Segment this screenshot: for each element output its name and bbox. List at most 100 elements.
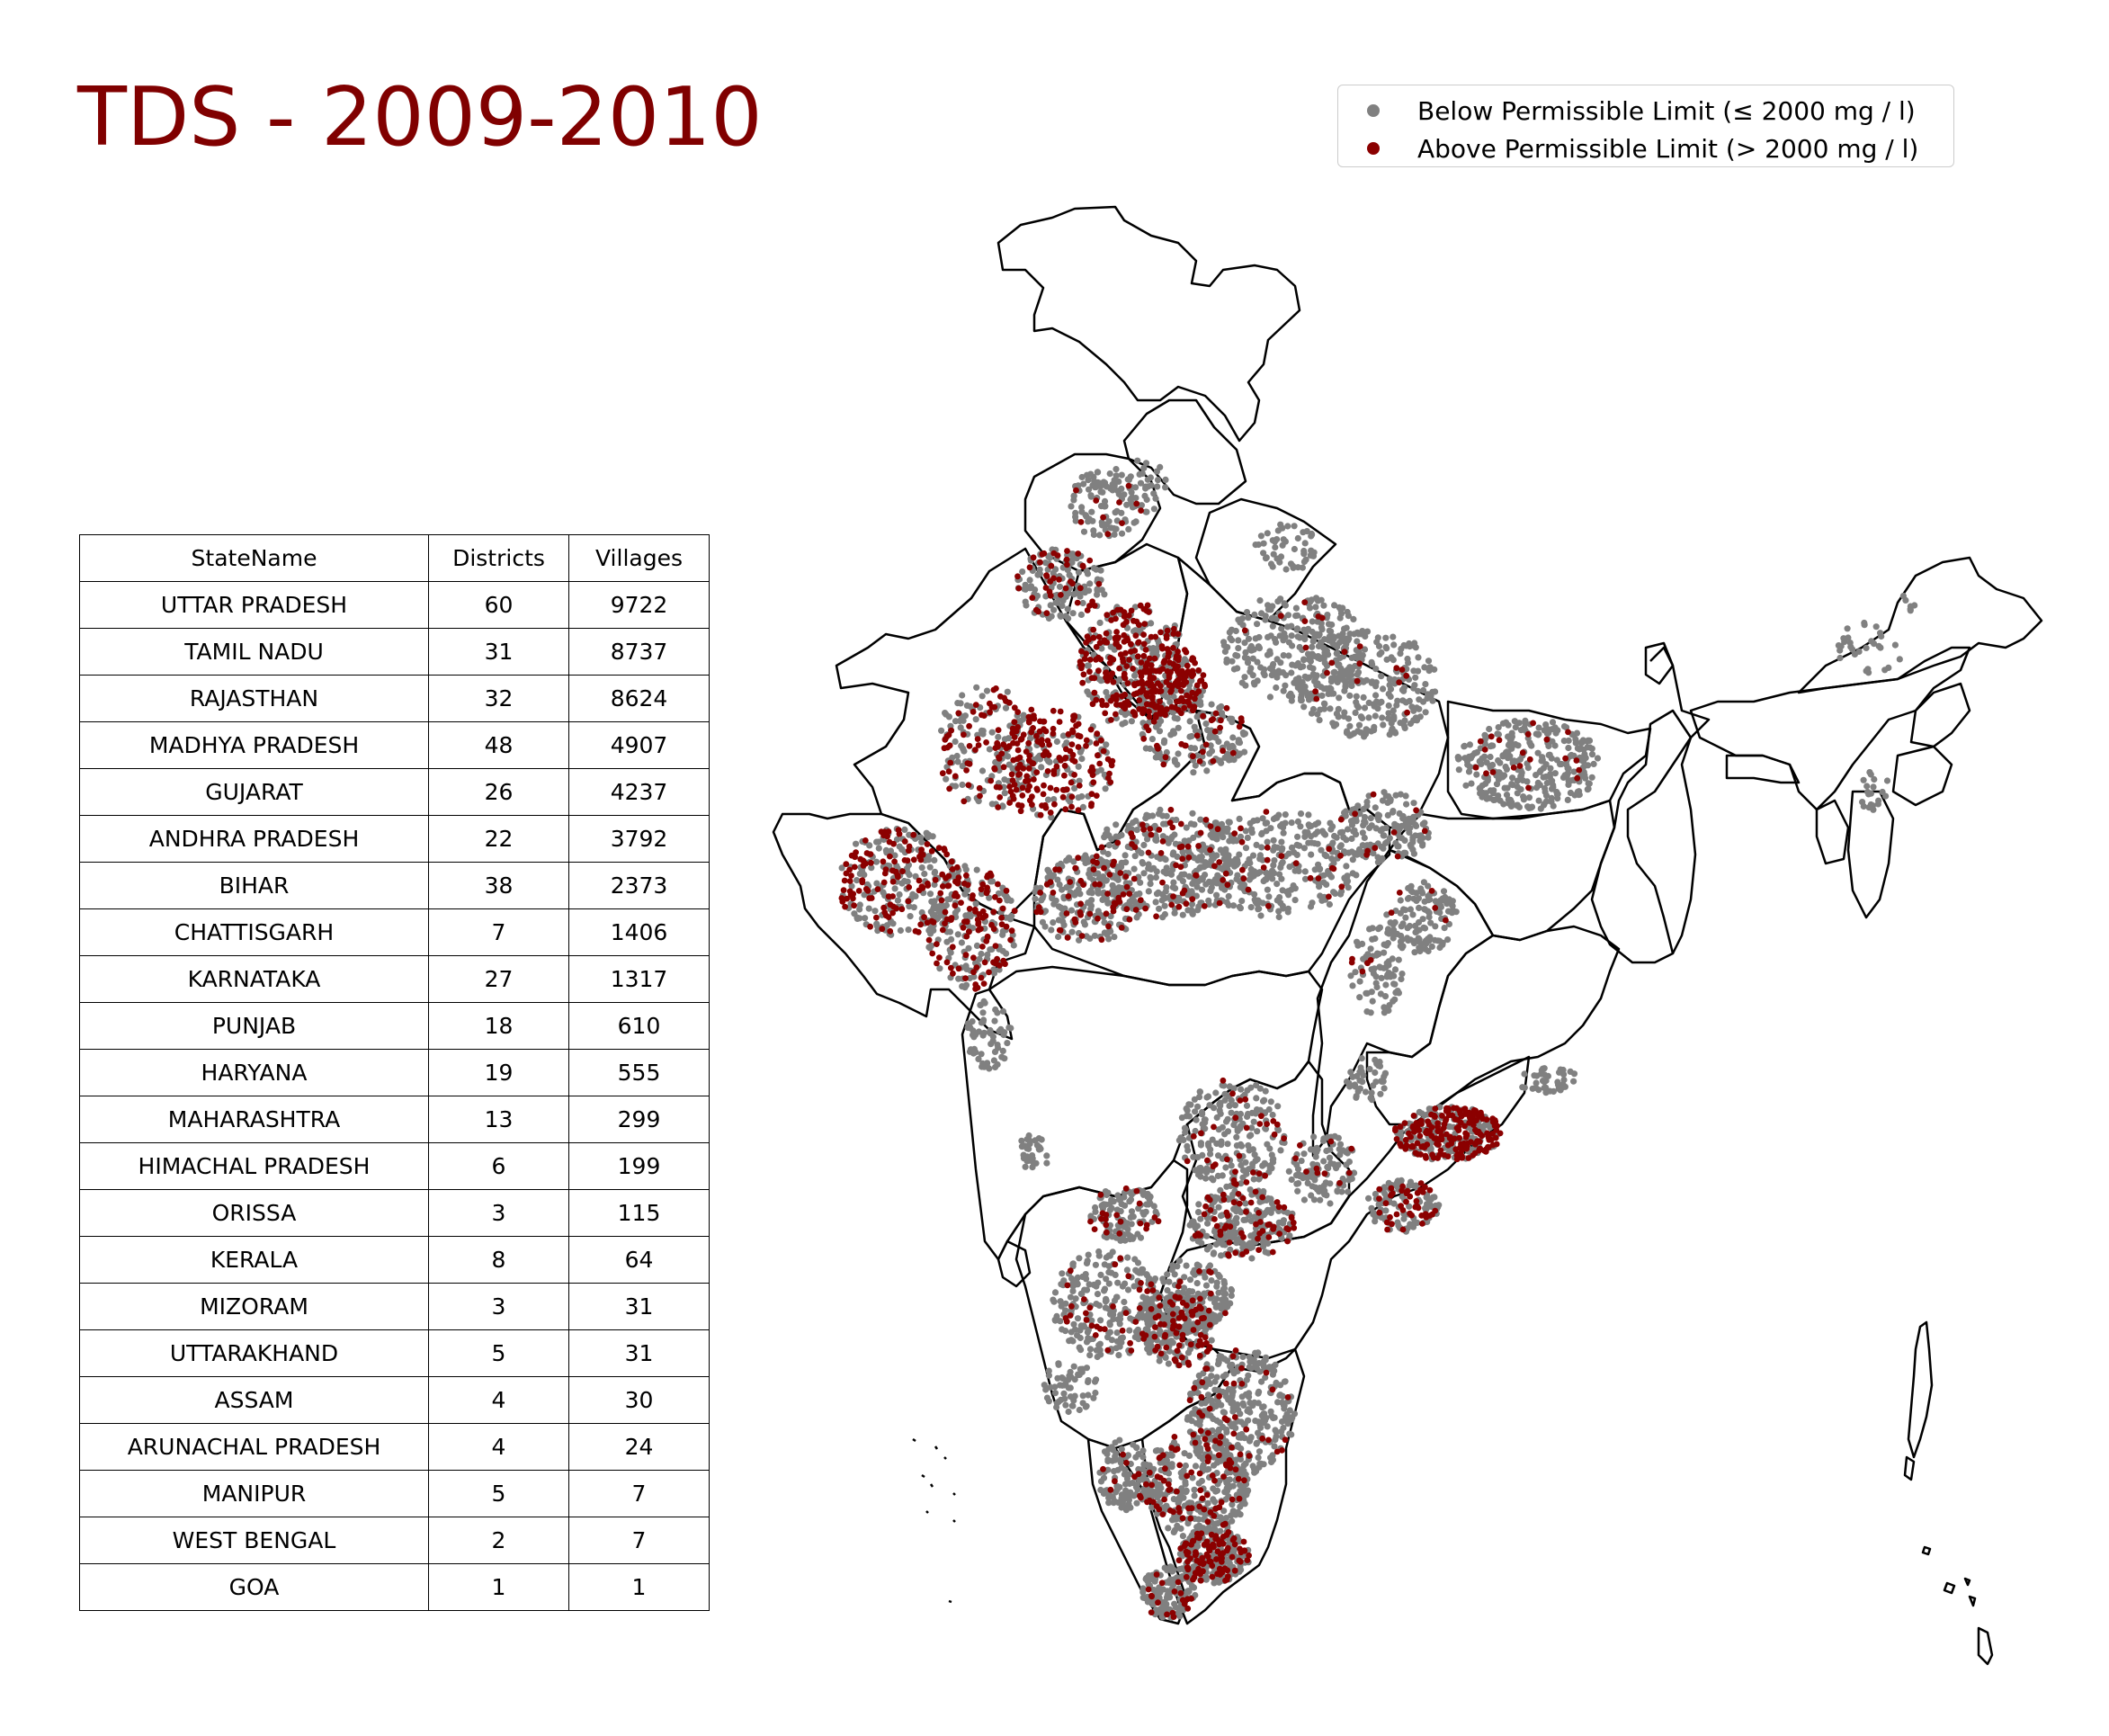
below-limit-point xyxy=(1226,837,1233,845)
below-limit-point xyxy=(1420,686,1427,694)
table-row: GOA 1 1 xyxy=(79,1563,710,1611)
below-limit-point xyxy=(1236,1432,1243,1439)
below-limit-point xyxy=(1076,777,1083,784)
below-limit-point xyxy=(1384,715,1392,722)
below-limit-point xyxy=(1305,811,1312,819)
below-limit-point xyxy=(1506,796,1515,804)
below-limit-point xyxy=(1284,905,1291,912)
below-limit-point xyxy=(1098,586,1105,594)
below-limit-point xyxy=(1197,1215,1204,1222)
below-limit-point xyxy=(1251,611,1258,619)
below-limit-point xyxy=(1182,1125,1189,1133)
below-limit-point xyxy=(1425,882,1432,890)
below-limit-point xyxy=(1308,851,1315,858)
below-limit-point xyxy=(1265,893,1273,900)
below-limit-point xyxy=(1372,692,1380,699)
below-limit-point xyxy=(983,687,991,694)
below-limit-point xyxy=(1054,876,1061,883)
below-limit-point xyxy=(1056,881,1063,889)
below-limit-point xyxy=(1094,591,1101,598)
below-limit-point xyxy=(1270,1156,1277,1163)
below-limit-point xyxy=(1253,1095,1260,1102)
below-limit-point xyxy=(1068,503,1075,510)
below-limit-point xyxy=(1107,928,1114,935)
below-limit-point xyxy=(1215,1126,1222,1133)
below-limit-point xyxy=(1059,602,1066,610)
cell-villages: 31 xyxy=(568,1329,710,1377)
below-limit-point xyxy=(1256,597,1264,604)
below-limit-point xyxy=(1327,826,1335,833)
cell-state-name: KERALA xyxy=(79,1236,429,1284)
cell-districts: 6 xyxy=(428,1142,569,1190)
below-limit-point xyxy=(1292,1172,1300,1179)
below-limit-point xyxy=(1192,762,1199,769)
below-limit-point xyxy=(1352,969,1359,976)
below-limit-point xyxy=(1191,1492,1198,1499)
below-limit-point xyxy=(1336,604,1343,611)
below-limit-point xyxy=(1386,1002,1393,1009)
below-limit-point xyxy=(1235,616,1242,623)
below-limit-point xyxy=(979,728,987,735)
below-limit-point xyxy=(1178,871,1185,879)
below-limit-point xyxy=(1273,615,1280,623)
below-limit-point xyxy=(1245,614,1252,622)
below-limit-point xyxy=(945,713,952,720)
below-limit-point xyxy=(1229,734,1237,741)
below-limit-point xyxy=(1077,1322,1085,1329)
below-limit-point xyxy=(1535,724,1542,731)
boundary-mizoram xyxy=(1846,790,1895,919)
below-limit-point xyxy=(1282,1417,1289,1424)
below-limit-point xyxy=(898,880,906,887)
below-limit-point xyxy=(1104,828,1111,837)
below-limit-point xyxy=(1399,697,1407,704)
below-limit-point xyxy=(1097,488,1104,496)
below-limit-point xyxy=(1279,902,1286,909)
below-limit-point xyxy=(1069,1280,1077,1287)
below-limit-point xyxy=(1424,694,1431,702)
below-limit-point xyxy=(1152,754,1159,761)
below-limit-point xyxy=(931,856,938,864)
below-limit-point xyxy=(1186,1276,1194,1284)
below-limit-point xyxy=(1429,1194,1436,1201)
below-limit-point xyxy=(1273,656,1281,663)
below-limit-point xyxy=(973,684,980,691)
below-limit-point xyxy=(1369,935,1376,943)
below-limit-point xyxy=(1332,890,1339,898)
below-limit-point xyxy=(921,870,928,878)
below-limit-point xyxy=(1333,710,1340,718)
boundary-orissa xyxy=(1365,925,1621,1126)
below-limit-point xyxy=(1300,656,1308,663)
below-limit-point xyxy=(1514,783,1521,791)
below-limit-point xyxy=(1297,810,1305,818)
below-limit-point xyxy=(1163,748,1170,756)
below-limit-point xyxy=(1118,1338,1125,1347)
below-limit-point xyxy=(1224,825,1231,832)
below-limit-point xyxy=(1346,673,1354,680)
below-limit-point xyxy=(1382,792,1390,800)
below-limit-point xyxy=(1238,1180,1245,1187)
below-limit-point xyxy=(1316,883,1323,890)
below-limit-point xyxy=(1260,878,1267,885)
below-limit-point xyxy=(1252,1362,1259,1370)
below-limit-point xyxy=(1309,643,1316,650)
below-limit-point xyxy=(1395,843,1402,850)
legend-item-below: Below Permissible Limit (≤ 2000 mg / l) xyxy=(1338,93,1916,129)
below-limit-point xyxy=(1097,766,1104,774)
below-limit-point xyxy=(1368,1204,1375,1212)
below-limit-point xyxy=(1208,1175,1215,1182)
below-limit-point xyxy=(1410,707,1417,714)
below-limit-point xyxy=(1211,1462,1218,1469)
boundary-punjab xyxy=(1023,452,1162,573)
boundary-west-bengal xyxy=(1590,709,1693,964)
boundary-wb-east xyxy=(1649,646,1711,954)
below-limit-point xyxy=(1573,729,1581,737)
below-limit-point xyxy=(1318,692,1326,700)
below-limit-point xyxy=(1317,865,1324,872)
below-limit-point xyxy=(1053,738,1060,746)
below-limit-point xyxy=(1248,873,1256,881)
below-limit-point xyxy=(1429,688,1436,695)
below-limit-point xyxy=(1219,1172,1226,1179)
below-limit-point xyxy=(1551,770,1559,777)
below-limit-point xyxy=(1259,1243,1267,1250)
below-limit-point xyxy=(1542,792,1550,800)
